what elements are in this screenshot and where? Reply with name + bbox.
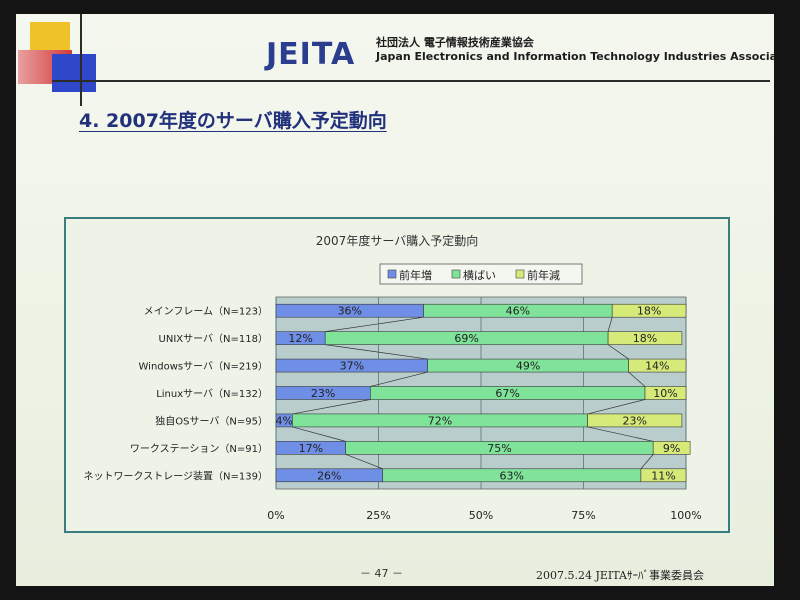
org-name-en: Japan Electronics and Information Techno… — [376, 50, 774, 63]
org-name-jp: 社団法人 電子情報技術産業協会 — [376, 36, 534, 49]
series-line-0-2 — [370, 371, 428, 387]
bar-segment-2-5 — [652, 441, 691, 455]
legend-label-0: 前年増 — [399, 268, 432, 282]
category-label-0: メインフレーム（N=123） — [144, 306, 268, 318]
data-label-2-3: 10% — [653, 387, 677, 400]
series-line-1-2 — [628, 371, 646, 387]
legend-label-1: 横ばい — [463, 268, 496, 282]
x-tick-label-3: 75% — [571, 509, 595, 522]
x-tick-label-4: 100% — [670, 509, 701, 522]
chart-title: 2007年度サーバ購入予定動向 — [316, 233, 478, 248]
slide: JEITA 社団法人 電子情報技術産業協会 Japan Electronics … — [16, 14, 774, 586]
bar-segment-2-1 — [607, 331, 683, 345]
slide-number: － 47 － — [360, 567, 403, 580]
data-label-1-5: 75% — [487, 442, 511, 455]
header-vertical-divider — [80, 14, 82, 106]
bar-segment-2-3 — [644, 386, 687, 400]
series-line-0-4 — [292, 426, 346, 442]
data-label-1-6: 63% — [500, 469, 524, 482]
legend-swatch-1 — [451, 269, 461, 279]
category-label-3: Linuxサーバ（N=132） — [156, 388, 268, 400]
blue-square-decoration — [52, 54, 96, 92]
jeita-logo: JEITA — [266, 37, 356, 72]
x-tick-label-0: 0% — [267, 509, 284, 522]
data-label-2-1: 18% — [633, 332, 657, 345]
data-label-1-4: 72% — [428, 414, 452, 427]
series-line-1-3 — [587, 399, 646, 415]
series-line-1-4 — [587, 426, 654, 442]
series-line-1-5 — [640, 454, 654, 470]
series-line-0-3 — [292, 399, 371, 415]
series-line-0-1 — [325, 344, 428, 360]
series-line-1-1 — [607, 344, 629, 360]
category-label-6: ネットワークストレージ装置（N=139） — [84, 469, 268, 482]
category-label-2: Windowsサーバ（N=219） — [139, 361, 269, 373]
bar-segment-2-0 — [611, 303, 687, 318]
data-label-2-6: 11% — [651, 469, 675, 482]
bar-segment-2-6 — [640, 468, 687, 483]
data-label-1-3: 67% — [495, 387, 519, 400]
data-label-2-0: 18% — [637, 305, 661, 318]
data-label-0-5: 17% — [299, 442, 323, 455]
category-label-5: ワークステーション（N=91） — [130, 443, 268, 455]
category-label-1: UNIXサーバ（N=118） — [159, 333, 268, 345]
x-tick-label-1: 25% — [366, 509, 390, 522]
data-label-1-0: 46% — [506, 305, 530, 318]
series-line-0-0 — [325, 316, 424, 332]
slide-title: 4. 2007年度のサーバ購入予定動向 — [79, 110, 387, 132]
legend-box — [379, 263, 583, 285]
data-label-0-3: 23% — [311, 387, 335, 400]
yellow-square-decoration — [30, 22, 70, 52]
data-label-2-4: 23% — [623, 414, 647, 427]
chart-container: 2007年度サーバ購入予定動向前年増 横ばい 前年減 0% 25% 50% 75% 100% 3… — [64, 217, 730, 533]
data-label-1-1: 69% — [454, 332, 478, 345]
data-label-0-0: 36% — [338, 305, 362, 318]
category-label-4: 独自OSサーバ（N=95） — [155, 414, 268, 427]
data-label-1-2: 49% — [516, 360, 540, 373]
x-tick-label-2: 50% — [469, 509, 493, 522]
bar-segment-2-4 — [587, 413, 683, 428]
legend-label-2: 前年減 — [527, 268, 560, 282]
legend-swatch-2 — [515, 269, 525, 279]
data-label-0-1: 12% — [288, 332, 312, 345]
header-divider — [52, 80, 770, 82]
series-line-1-0 — [607, 317, 613, 332]
data-label-0-2: 37% — [340, 360, 364, 373]
series-line-0-5 — [345, 454, 383, 470]
footer-text: 2007.5.24 JEITAｻｰﾊﾞ事業委員会 — [536, 569, 704, 582]
data-label-0-6: 26% — [317, 469, 341, 482]
data-label-2-2: 14% — [645, 360, 669, 373]
data-label-2-5: 9% — [663, 442, 680, 455]
bar-segment-2-2 — [628, 358, 687, 373]
data-label-0-4: 4% — [275, 414, 292, 427]
legend-swatch-0 — [387, 269, 397, 279]
